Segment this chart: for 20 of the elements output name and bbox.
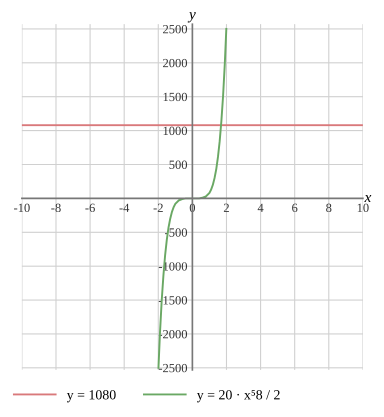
x-tick-label: 8: [326, 204, 332, 212]
x-tick-label: -4: [119, 204, 130, 212]
legend-label: y = 1080: [66, 390, 116, 402]
x-tick-label: -10: [14, 204, 30, 212]
y-tick-label: 1500: [164, 92, 188, 102]
legend-label: y = 20 · x⁵8 / 2: [196, 390, 280, 402]
x-tick-label: 10: [358, 204, 369, 212]
x-tick-label: 6: [292, 204, 298, 212]
x-tick-label: 2: [224, 204, 229, 212]
y-tick-label: 500: [170, 160, 188, 169]
x-tick-label: -6: [85, 204, 95, 212]
y-axis-title: y: [188, 12, 196, 22]
x-tick-label: 4: [258, 204, 264, 212]
y-tick-label: 1000: [164, 126, 188, 136]
x-tick-label: -8: [51, 204, 61, 212]
x-axis-title: x: [364, 195, 372, 202]
y-tick-label: 2000: [163, 58, 188, 68]
x-tick-label: -2: [154, 204, 163, 212]
y-tick-label: -2500: [158, 364, 188, 372]
y-tick-label: 2500: [163, 24, 188, 34]
